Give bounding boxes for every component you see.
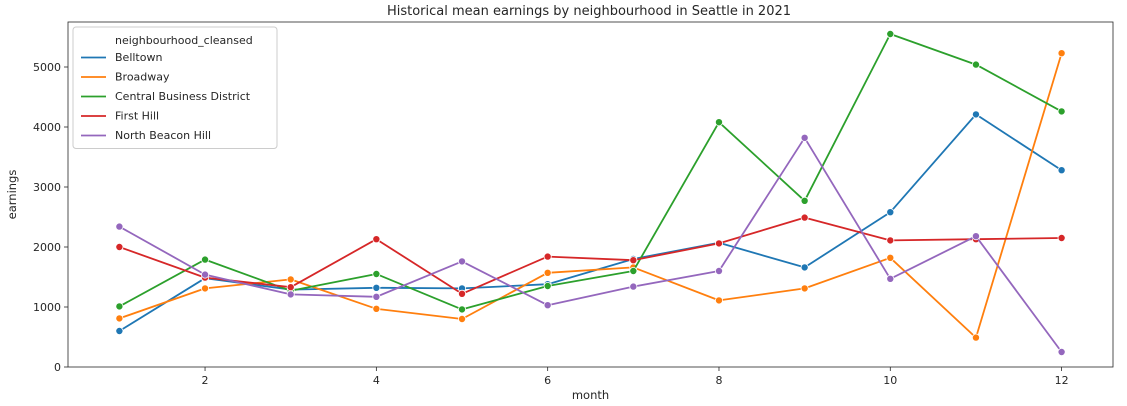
legend-box (72, 26, 278, 149)
series-layer (115, 29, 1066, 356)
data-point (201, 270, 210, 279)
legend-label: North Beacon Hill (115, 129, 211, 142)
data-point (372, 292, 381, 301)
data-point (629, 256, 638, 265)
data-point (886, 236, 895, 245)
data-point (629, 282, 638, 291)
data-point (372, 269, 381, 278)
data-point (372, 304, 381, 313)
x-tick-label: 12 (1055, 374, 1069, 387)
legend-label: First Hill (115, 110, 159, 123)
data-point (458, 305, 467, 314)
legend: neighbourhood_cleansed Belltown Broadway C… (72, 26, 278, 149)
legend-item-belltown: Belltown (81, 51, 162, 64)
data-point (800, 196, 809, 205)
data-point (115, 326, 124, 335)
y-tick-label: 1000 (33, 301, 61, 314)
data-point (201, 255, 210, 264)
data-point (201, 284, 210, 293)
data-point (800, 263, 809, 272)
x-axis: 2 4 6 8 10 12 (202, 367, 1069, 387)
x-tick-label: 6 (544, 374, 551, 387)
data-point (286, 283, 295, 292)
y-tick-label: 5000 (33, 61, 61, 74)
series-line (118, 113, 1063, 332)
data-point (1057, 107, 1066, 116)
data-point (971, 232, 980, 241)
data-point (543, 252, 552, 261)
data-point (714, 239, 723, 248)
data-point (886, 253, 895, 262)
series-north-beacon-hill (115, 133, 1066, 356)
data-point (372, 235, 381, 244)
data-point (458, 257, 467, 266)
legend-item-north-beacon-hill: North Beacon Hill (81, 129, 211, 142)
y-tick-label: 0 (54, 361, 61, 374)
data-point (115, 222, 124, 231)
legend-item-broadway: Broadway (81, 71, 170, 84)
data-point (458, 289, 467, 298)
data-point (115, 242, 124, 251)
x-tick-label: 10 (883, 374, 897, 387)
data-point (286, 275, 295, 284)
legend-label: Broadway (115, 71, 170, 84)
plot-area-frame (67, 21, 1114, 368)
data-point (971, 333, 980, 342)
data-point (800, 213, 809, 222)
data-point (886, 29, 895, 38)
data-point (1057, 233, 1066, 242)
data-point (971, 110, 980, 119)
legend-items: Belltown Broadway Central Business Distric… (81, 51, 251, 142)
data-point (886, 208, 895, 217)
series-line (118, 136, 1063, 353)
y-axis-title: earnings (5, 170, 19, 220)
data-point (543, 281, 552, 290)
legend-title: neighbourhood_cleansed (115, 34, 253, 47)
data-point (543, 268, 552, 277)
series-line (119, 216, 1062, 295)
x-axis-title: month (572, 388, 609, 402)
legend-label: Central Business District (115, 90, 251, 103)
x-tick-label: 4 (373, 374, 380, 387)
legend-item-first-hill: First Hill (81, 110, 159, 123)
data-point (115, 314, 124, 323)
data-point (1057, 166, 1066, 175)
data-point (458, 314, 467, 323)
data-point (1057, 49, 1066, 58)
data-point (543, 301, 552, 310)
x-tick-label: 8 (715, 374, 722, 387)
data-point (714, 266, 723, 275)
data-point (800, 133, 809, 142)
data-point (800, 284, 809, 293)
x-tick-label: 2 (202, 374, 209, 387)
y-tick-label: 2000 (33, 241, 61, 254)
data-point (886, 274, 895, 283)
data-point (714, 296, 723, 305)
data-point (286, 290, 295, 299)
chart-title: Historical mean earnings by neighbourhoo… (387, 4, 791, 19)
legend-item-central-business-district: Central Business District (81, 90, 251, 103)
data-point (629, 266, 638, 275)
y-axis: 0 1000 2000 3000 4000 5000 (33, 61, 68, 374)
y-tick-label: 4000 (33, 121, 61, 134)
y-tick-label: 3000 (33, 181, 61, 194)
data-point (1057, 347, 1066, 356)
data-point (115, 302, 124, 311)
data-point (714, 118, 723, 127)
legend-label: Belltown (115, 51, 162, 64)
data-point (971, 60, 980, 69)
data-point (372, 283, 381, 292)
